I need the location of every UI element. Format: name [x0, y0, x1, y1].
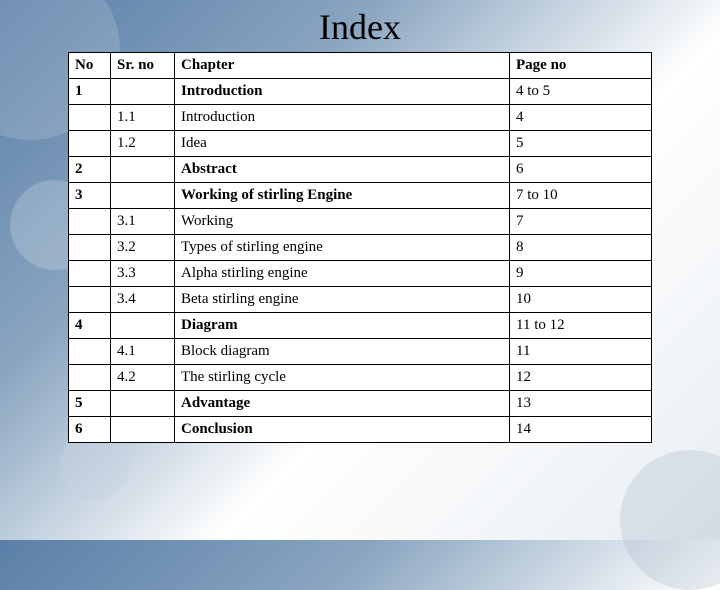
- table-row: 3.1Working7: [69, 209, 652, 235]
- table-row: 4.1Block diagram11: [69, 339, 652, 365]
- cell-sr-no: [111, 313, 175, 339]
- cell-page-no: 7: [510, 209, 652, 235]
- cell-chapter: Alpha stirling engine: [175, 261, 510, 287]
- table-row: 4.2The stirling cycle12: [69, 365, 652, 391]
- cell-no: [69, 235, 111, 261]
- cell-no: 2: [69, 157, 111, 183]
- cell-page-no: 8: [510, 235, 652, 261]
- header-sr-no: Sr. no: [111, 53, 175, 79]
- cell-page-no: 4: [510, 105, 652, 131]
- cell-page-no: 11 to 12: [510, 313, 652, 339]
- cell-sr-no: [111, 157, 175, 183]
- cell-chapter: Abstract: [175, 157, 510, 183]
- table-row: 6 Conclusion14: [69, 417, 652, 443]
- cell-sr-no: 1.2: [111, 131, 175, 157]
- table-row: 2 Abstract6: [69, 157, 652, 183]
- cell-page-no: 6: [510, 157, 652, 183]
- cell-no: 4: [69, 313, 111, 339]
- cell-sr-no: [111, 183, 175, 209]
- cell-chapter: Introduction: [175, 79, 510, 105]
- table-row: 3.4Beta stirling engine10: [69, 287, 652, 313]
- cell-sr-no: 3.3: [111, 261, 175, 287]
- cell-no: [69, 261, 111, 287]
- cell-page-no: 4 to 5: [510, 79, 652, 105]
- cell-page-no: 7 to 10: [510, 183, 652, 209]
- cell-sr-no: 4.2: [111, 365, 175, 391]
- cell-sr-no: 3.2: [111, 235, 175, 261]
- cell-sr-no: [111, 417, 175, 443]
- cell-page-no: 11: [510, 339, 652, 365]
- cell-no: 6: [69, 417, 111, 443]
- cell-chapter: Beta stirling engine: [175, 287, 510, 313]
- cell-no: 1: [69, 79, 111, 105]
- cell-no: [69, 365, 111, 391]
- cell-sr-no: 4.1: [111, 339, 175, 365]
- cell-sr-no: [111, 391, 175, 417]
- cell-page-no: 13: [510, 391, 652, 417]
- cell-no: [69, 131, 111, 157]
- table-row: 4 Diagram11 to 12: [69, 313, 652, 339]
- cell-chapter: Types of stirling engine: [175, 235, 510, 261]
- cell-chapter: Diagram: [175, 313, 510, 339]
- index-table-container: No Sr. no Chapter Page no 1Introduction4…: [68, 52, 652, 443]
- table-row: 3 Working of stirling Engine7 to 10: [69, 183, 652, 209]
- cell-page-no: 5: [510, 131, 652, 157]
- table-row: 5 Advantage13: [69, 391, 652, 417]
- cell-no: [69, 287, 111, 313]
- cell-page-no: 9: [510, 261, 652, 287]
- cell-chapter: Conclusion: [175, 417, 510, 443]
- table-row: 1.2Idea5: [69, 131, 652, 157]
- cell-no: [69, 105, 111, 131]
- cell-no: [69, 209, 111, 235]
- cell-page-no: 14: [510, 417, 652, 443]
- cell-sr-no: [111, 79, 175, 105]
- index-table: No Sr. no Chapter Page no 1Introduction4…: [68, 52, 652, 443]
- cell-chapter: Introduction: [175, 105, 510, 131]
- table-row: 1 Introduction4 to 5: [69, 79, 652, 105]
- table-header-row: No Sr. no Chapter Page no: [69, 53, 652, 79]
- cell-page-no: 12: [510, 365, 652, 391]
- cell-chapter: Working of stirling Engine: [175, 183, 510, 209]
- cell-no: 3: [69, 183, 111, 209]
- table-row: 3.3Alpha stirling engine9: [69, 261, 652, 287]
- table-row: 1.1Introduction4: [69, 105, 652, 131]
- cell-no: 5: [69, 391, 111, 417]
- cell-chapter: Working: [175, 209, 510, 235]
- cell-chapter: Idea: [175, 131, 510, 157]
- cell-chapter: The stirling cycle: [175, 365, 510, 391]
- cell-chapter: Block diagram: [175, 339, 510, 365]
- cell-page-no: 10: [510, 287, 652, 313]
- header-chapter: Chapter: [175, 53, 510, 79]
- cell-sr-no: 3.1: [111, 209, 175, 235]
- cell-sr-no: 3.4: [111, 287, 175, 313]
- cell-chapter: Advantage: [175, 391, 510, 417]
- cell-no: [69, 339, 111, 365]
- header-no: No: [69, 53, 111, 79]
- table-row: 3.2Types of stirling engine8: [69, 235, 652, 261]
- header-page-no: Page no: [510, 53, 652, 79]
- cell-sr-no: 1.1: [111, 105, 175, 131]
